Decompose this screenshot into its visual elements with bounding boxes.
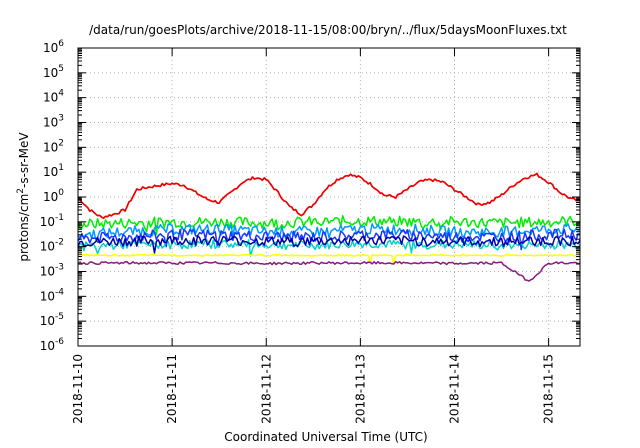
y-tick-label: 103: [43, 114, 64, 130]
y-tick-label: 10-2: [40, 238, 64, 254]
series-line: [77, 215, 581, 236]
y-tick-label: 10-6: [40, 337, 65, 353]
x-tick-label: 2018-11-15: [542, 354, 556, 424]
y-tick-label: 10-4: [40, 287, 65, 303]
series-line: [77, 172, 581, 220]
y-axis-label: protons/cm2-s-sr-MeV: [16, 132, 31, 262]
series-line: [77, 253, 581, 266]
x-tick-label: 2018-11-12: [259, 354, 273, 424]
x-tick-label: 2018-11-14: [448, 354, 462, 424]
chart-title: /data/run/goesPlots/archive/2018-11-15/0…: [89, 23, 567, 37]
y-tick-label: 106: [43, 39, 64, 55]
y-tick-label: 105: [43, 64, 64, 80]
x-tick-label: 2018-11-10: [71, 354, 85, 424]
y-tick-label: 101: [43, 163, 64, 179]
y-tick-label: 10-3: [40, 263, 64, 279]
x-axis-label: Coordinated Universal Time (UTC): [224, 430, 427, 444]
y-axis-label-sup: 2: [16, 188, 26, 194]
x-tick-label: 2018-11-13: [353, 354, 367, 424]
series-group: [77, 172, 581, 282]
y-tick-label: 100: [43, 188, 64, 204]
grid: [78, 48, 580, 346]
y-axis-label-main: protons/cm: [17, 194, 31, 262]
series-line: [77, 223, 581, 240]
plot-frame: [77, 47, 581, 347]
y-axis-label-rest: -s-sr-MeV: [17, 132, 31, 188]
series-line: [77, 239, 581, 257]
x-tick-label: 2018-11-11: [165, 354, 179, 424]
y-tick-label: 102: [43, 138, 64, 154]
series-line: [77, 235, 581, 254]
y-axis: 10-6 10-5 10-4 10-3 10-2 10-1 100 101 102 103 104 1…: [40, 39, 580, 353]
y-tick-label: 104: [43, 89, 64, 105]
y-tick-label: 10-5: [40, 312, 64, 328]
y-tick-label: 10-1: [40, 213, 64, 229]
x-axis: 2018-11-10 2018-11-11 2018-11-12 2018-11-13…: [71, 48, 556, 424]
series-line: [77, 261, 581, 282]
